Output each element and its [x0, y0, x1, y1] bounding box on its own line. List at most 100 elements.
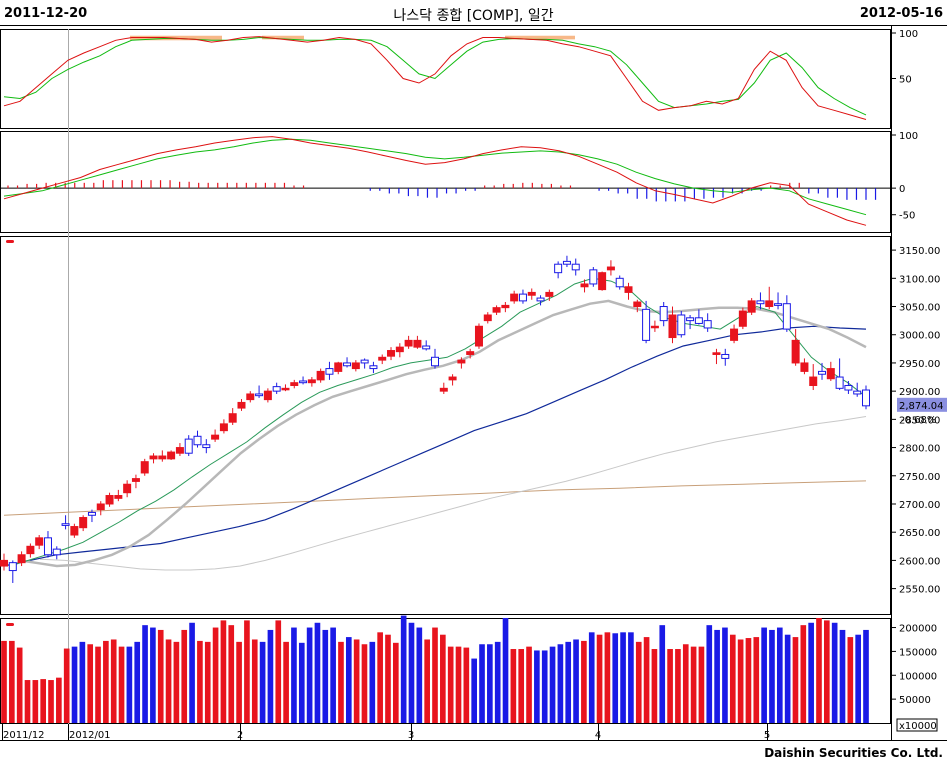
candle-body-up [0, 559, 8, 567]
candle-body-up [404, 339, 413, 347]
candle-body-up [413, 339, 422, 348]
footer-company: Daishin Securities Co. Ltd. [764, 746, 943, 760]
candle-body-down [8, 562, 17, 572]
candle-body-up [263, 390, 272, 401]
volume-bar [392, 642, 399, 723]
volume-bar [314, 622, 321, 723]
volume-bar [628, 632, 634, 723]
moving-average-ma120 [39, 416, 867, 571]
candle-body-down [193, 435, 202, 446]
candle-body-up [712, 352, 721, 355]
stochastic-k-line [3, 36, 867, 120]
candle-body-down [862, 389, 870, 407]
candle-body-up [387, 350, 396, 357]
volume-bar [40, 679, 47, 723]
y-tick-label: 150000 [899, 647, 937, 658]
candle-body-up [809, 376, 818, 387]
volume-bar [447, 646, 454, 723]
candle-body-down [589, 269, 598, 285]
candle-body-down [571, 263, 580, 271]
candle-body-up [158, 455, 167, 460]
volume-bar [157, 629, 164, 723]
volume-bar [408, 622, 415, 723]
candle-body-up [580, 283, 589, 288]
candle-body-down [756, 300, 765, 305]
volume-bar [808, 622, 814, 723]
candle-body-up [131, 478, 140, 482]
volume-bar [518, 649, 525, 723]
volume-bar [573, 639, 579, 723]
volume-bar [855, 634, 861, 723]
volume-bar [330, 627, 336, 723]
candle-body-down [844, 385, 853, 391]
volume-bar [635, 641, 642, 723]
y-tick-label: 2650.00 [899, 528, 940, 539]
volume-bar [1, 640, 7, 723]
volume-bar [792, 637, 799, 723]
y-tick-label: 2700.00 [899, 500, 940, 511]
volume-bar [134, 641, 141, 723]
candle-body-up [334, 362, 343, 372]
volume-bar [79, 641, 86, 723]
candle-body-up [606, 266, 615, 271]
volume-bar [643, 637, 650, 723]
volume-bar [345, 637, 352, 723]
candle-body-down [782, 303, 791, 330]
candle-body-up [650, 325, 659, 329]
panel-frame-2 [0, 236, 891, 615]
candle-body-up [826, 368, 835, 380]
volume-bar [800, 625, 807, 723]
candle-body-up [466, 351, 475, 355]
candle-body-up [730, 328, 739, 341]
volume-bar [416, 627, 423, 723]
x-tick-label: 2 [237, 730, 243, 741]
volume-bar [259, 641, 266, 723]
candle-body-down [774, 303, 783, 306]
y-tick-label: 3100.00 [899, 274, 940, 285]
volume-bar [361, 644, 368, 723]
volume-bar [502, 618, 509, 723]
candle-body-down [422, 345, 431, 350]
volume-bar [87, 644, 94, 723]
volume-bar [118, 646, 125, 723]
candle-body-up [448, 376, 457, 381]
candle-body-down [299, 380, 308, 384]
candle-body-up [633, 301, 642, 308]
volume-bar [432, 627, 438, 723]
volume-bar [816, 618, 822, 723]
candle-body-up [35, 537, 44, 546]
volume-bar [557, 644, 564, 723]
volume-bar [150, 627, 156, 723]
candle-body-up [26, 545, 35, 555]
candle-body-up [96, 503, 105, 511]
moving-average-ma60 [3, 325, 867, 567]
volume-bar [863, 629, 869, 723]
y-tick-label: 3150.00 [899, 246, 940, 257]
x-tick-label: 2012/01 [69, 730, 111, 741]
candle-body-down [325, 368, 334, 375]
volume-bar [714, 629, 720, 723]
candle-body-down [255, 393, 264, 397]
volume-bar [298, 642, 305, 723]
candle-body-down [818, 370, 827, 375]
volume-bar [494, 641, 501, 723]
volume-bar [63, 648, 70, 723]
volume-bar [847, 637, 854, 723]
volume-bar [244, 620, 250, 723]
macd-line [3, 136, 867, 226]
volume-bar [236, 641, 242, 723]
panel-frame-0 [0, 29, 891, 129]
volume-bar [291, 627, 297, 723]
volume-bar [189, 622, 195, 723]
volume-bar [471, 658, 478, 723]
candle-body-up [457, 359, 466, 364]
volume-bar [753, 637, 760, 723]
candle-body-up [738, 310, 747, 327]
y-tick-label: 3000.00 [899, 331, 940, 342]
x-tick-label: 4 [595, 730, 601, 741]
candle-body-up [765, 300, 774, 308]
macd-signal-line [3, 138, 867, 216]
volume-bar [251, 639, 258, 723]
last-change-label: -0.68% [901, 415, 936, 426]
candle-body-down [369, 365, 378, 370]
